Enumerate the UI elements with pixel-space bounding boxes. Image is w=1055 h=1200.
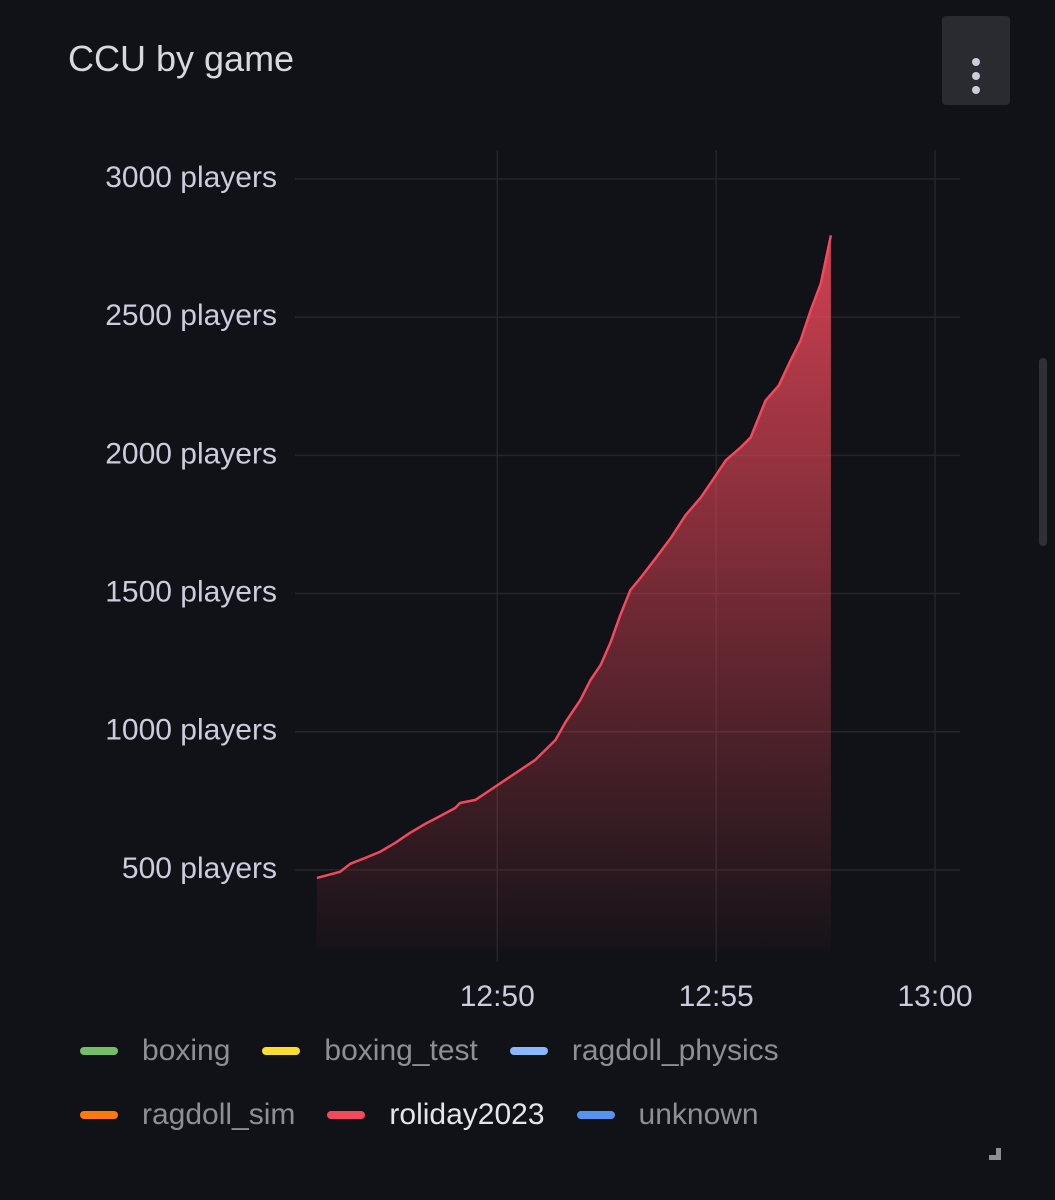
panel-menu-button[interactable]: [942, 16, 1010, 105]
legend-swatch: [509, 1047, 548, 1055]
legend-item[interactable]: boxing_test: [262, 1028, 478, 1074]
legend-item[interactable]: roliday2023: [327, 1092, 545, 1138]
legend-swatch: [262, 1047, 301, 1055]
x-tick-label: 12:55: [679, 980, 754, 1013]
y-tick-label: 1500 players: [105, 575, 277, 608]
legend-item[interactable]: unknown: [576, 1092, 759, 1138]
menu-icon: [972, 58, 980, 94]
y-tick-label: 3000 players: [105, 161, 277, 194]
legend-label: roliday2023: [389, 1098, 545, 1131]
legend-label: boxing_test: [324, 1034, 478, 1067]
legend-label: boxing: [142, 1034, 231, 1067]
series-line: [316, 235, 833, 880]
y-tick-label: 500 players: [122, 852, 277, 885]
legend-swatch: [80, 1111, 118, 1119]
x-tick-label: 12:50: [460, 980, 535, 1013]
x-tick-label: 13:00: [898, 980, 973, 1013]
resize-handle[interactable]: [989, 1148, 1001, 1160]
y-tick-label: 1000 players: [105, 714, 277, 747]
area-fill: [316, 235, 831, 950]
legend-swatch: [80, 1047, 118, 1055]
legend-swatch: [576, 1111, 615, 1119]
panel-title: CCU by game: [68, 38, 295, 79]
legend-item[interactable]: ragdoll_physics: [509, 1028, 779, 1074]
y-tick-label: 2000 players: [105, 437, 277, 470]
y-tick-label: 2500 players: [105, 299, 277, 332]
legend-label: unknown: [638, 1098, 759, 1131]
legend-label: ragdoll_sim: [142, 1098, 296, 1131]
scrollbar[interactable]: [1039, 358, 1047, 546]
legend: boxing boxing_test ragdoll_physics ragdoll_…: [80, 1028, 960, 1138]
legend-label: ragdoll_physics: [571, 1034, 779, 1067]
legend-item[interactable]: boxing: [80, 1028, 230, 1074]
legend-swatch: [327, 1111, 366, 1119]
legend-item[interactable]: ragdoll_sim: [80, 1092, 295, 1138]
